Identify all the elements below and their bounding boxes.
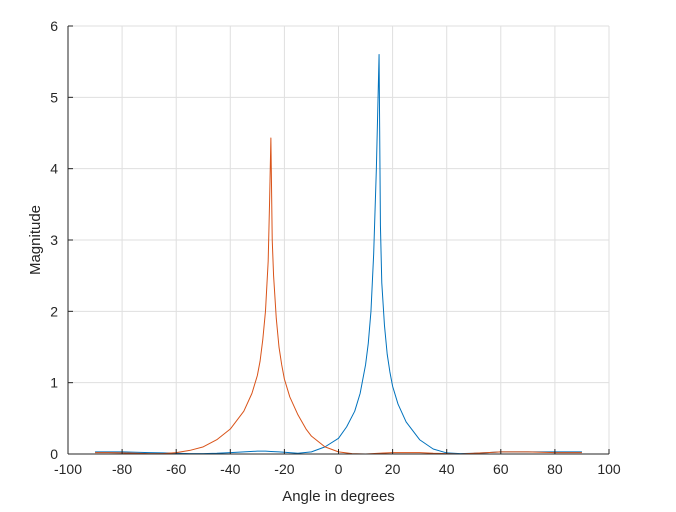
series-line-2 [95,137,582,455]
x-tick-label: -80 [112,461,132,477]
x-tick-label: 20 [385,461,401,477]
tick-labels: -100 -80 -60 -40 -20 0 20 40 60 80 100 0 1 2 3 4 5 6 [50,18,621,477]
x-tick-label: 80 [547,461,563,477]
series-layer [95,54,582,455]
x-tick-label: 40 [439,461,455,477]
y-tick-label: 4 [50,161,58,177]
y-tick-label: 1 [50,375,58,391]
axes [67,25,610,455]
x-tick-label: -60 [166,461,186,477]
x-tick-label: 100 [597,461,621,477]
x-tick-label: 60 [493,461,509,477]
x-tick-label: -20 [274,461,294,477]
x-tick-label: 0 [335,461,343,477]
x-tick-label: -40 [220,461,240,477]
x-tick-label: -100 [54,461,82,477]
y-axis-label: Magnitude [27,205,44,275]
y-tick-label: 0 [50,446,58,462]
y-tick-label: 3 [50,232,58,248]
x-axis-label: Angle in degrees [282,488,395,505]
y-tick-label: 5 [50,89,58,105]
y-tick-label: 6 [50,18,58,34]
grid-lines [67,25,610,455]
y-tick-label: 2 [50,303,58,319]
